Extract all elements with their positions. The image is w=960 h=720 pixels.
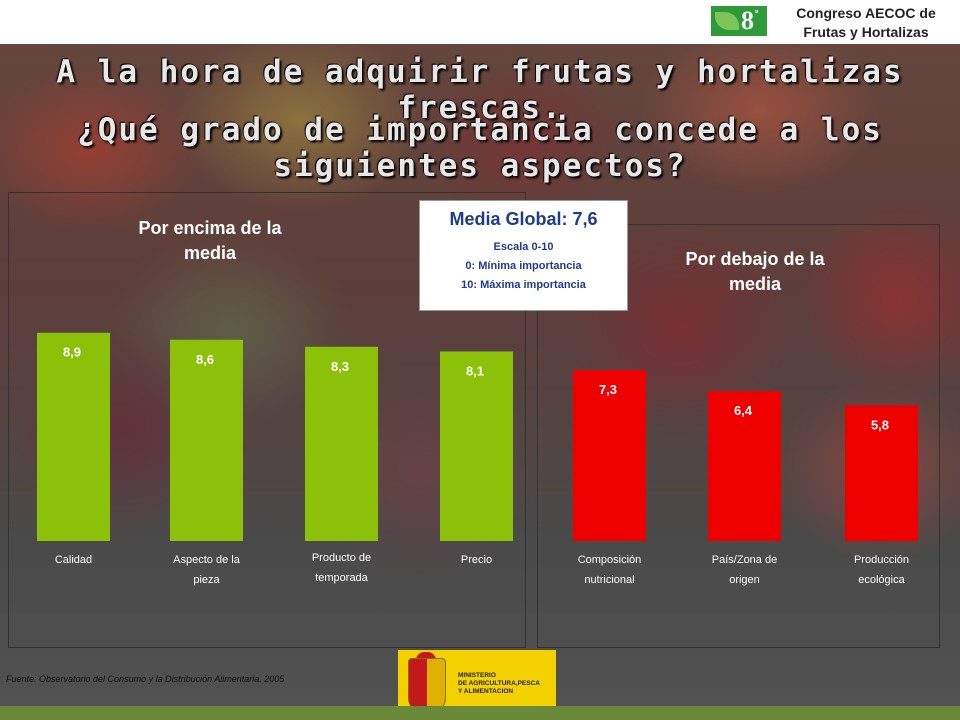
bar-value-label-0: 8,9	[63, 345, 81, 360]
below-average-panel	[537, 224, 940, 648]
global-average-box: Media Global: 7,6 Escala 0-10 0: Mínima …	[419, 200, 628, 311]
above-heading-line1: Por encima de la	[138, 218, 282, 238]
ministry-name: MINISTERIO DE AGRICULTURA,PESCA Y ALIMEN…	[458, 672, 540, 696]
category-label-3-0: Precio	[461, 554, 492, 566]
scale-legend: Escala 0-10 0: Mínima importancia 10: Má…	[420, 238, 627, 295]
category-label-0-0: Calidad	[55, 554, 92, 566]
global-average: Media Global: 7,6	[449, 209, 598, 229]
below-average-heading: Por debajo de la media	[655, 247, 855, 297]
ministry-line3: Y ALIMENTACION	[458, 688, 514, 695]
bar-1	[170, 339, 243, 541]
bar-value-label-4: 7,3	[599, 382, 617, 397]
above-average-heading: Por encima de la media	[110, 216, 310, 266]
category-label-5-1: origen	[729, 574, 760, 586]
bar-value-label-5: 6,4	[734, 403, 753, 418]
category-label-1-1: pieza	[193, 574, 220, 586]
coat-of-arms-icon	[408, 658, 446, 714]
bar-5	[708, 391, 781, 541]
event-name-line1: Congreso AECOC de	[796, 5, 936, 21]
header-bar: 8 º Congreso AECOC de Frutas y Hortaliza…	[0, 0, 960, 44]
event-name-line2: Frutas y Hortalizas	[803, 24, 929, 40]
congress-logo: 8 º	[710, 5, 768, 37]
scale-max: 10: Máxima importancia	[461, 279, 586, 291]
category-label-2-0: Producto de	[312, 552, 371, 564]
bar-6	[845, 405, 918, 541]
bar-0	[37, 332, 110, 541]
bar-2	[305, 346, 378, 541]
bar-value-label-1: 8,6	[196, 352, 214, 367]
bar-value-label-2: 8,3	[331, 359, 349, 374]
bar-value-label-6: 5,8	[871, 417, 889, 432]
bar-value-label-3: 8,1	[466, 363, 484, 378]
category-label-6-1: ecológica	[858, 574, 905, 586]
bottom-stripe	[0, 706, 960, 720]
bar-4	[573, 370, 646, 541]
logo-number: 8	[741, 6, 754, 35]
category-label-4-0: Composición	[578, 554, 642, 566]
logo-ordinal: º	[755, 8, 759, 18]
category-label-2-1: temporada	[315, 572, 368, 584]
below-heading-line1: Por debajo de la	[685, 249, 825, 269]
above-heading-line2: media	[183, 243, 237, 263]
category-label-6-0: Producción	[854, 554, 909, 566]
scale-min: 0: Mínima importancia	[465, 260, 582, 272]
leaf-icon	[715, 12, 739, 30]
category-label-5-0: País/Zona de	[712, 554, 777, 566]
category-label-1-0: Aspecto de la	[173, 554, 241, 566]
event-name: Congreso AECOC de Frutas y Hortalizas	[772, 4, 960, 42]
ministry-line1: MINISTERIO	[458, 672, 496, 679]
below-heading-line2: media	[728, 274, 782, 294]
scale-range: Escala 0-10	[493, 241, 554, 253]
above-average-panel	[8, 192, 526, 648]
title-line2: ¿Qué grado de importancia concede a los …	[77, 112, 883, 184]
bar-3	[440, 351, 513, 541]
crown-icon	[416, 652, 436, 662]
category-label-4-1: nutricional	[584, 574, 634, 586]
ministry-line2: DE AGRICULTURA,PESCA	[458, 680, 540, 687]
source-note: Fuente: Observatorio del Consumo y la Di…	[6, 674, 285, 684]
title-line1: A la hora de adquirir frutas y hortaliza…	[56, 54, 904, 126]
